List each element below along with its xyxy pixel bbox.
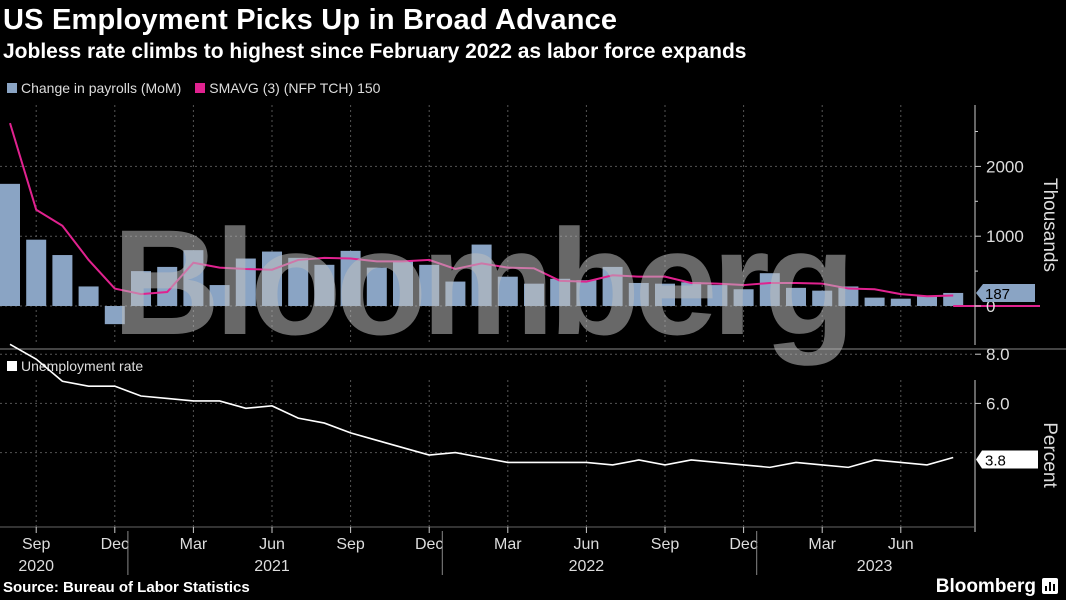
legend-item-sma: SMAVG (3) (NFP TCH) 150 (195, 80, 380, 96)
top-ytick-label: 2000 (986, 157, 1024, 176)
payroll-bar (576, 280, 597, 306)
bottom-legend: Unemployment rate (7, 358, 143, 374)
payroll-bar (209, 285, 230, 306)
legend-label-rate: Unemployment rate (21, 358, 144, 374)
payroll-bar (131, 271, 151, 306)
payroll-bar (104, 306, 125, 325)
legend-label-sma: SMAVG (3) (NFP TCH) 150 (209, 80, 381, 96)
payroll-bar (864, 297, 885, 306)
payroll-bar (759, 273, 780, 306)
payroll-bar (733, 289, 754, 306)
payroll-bar (497, 276, 518, 306)
payroll-bar (393, 260, 413, 306)
payroll-bar (340, 250, 361, 306)
chart-subtitle: Jobless rate climbs to highest since Feb… (3, 40, 747, 63)
sma-swatch (195, 83, 206, 93)
payroll-bar (26, 239, 47, 306)
payroll-bar (183, 250, 204, 306)
source-note: Source: Bureau of Labor Statistics (3, 579, 250, 596)
x-tick-label: Mar (180, 536, 208, 553)
payroll-bar (419, 264, 440, 306)
payroll-bar (52, 255, 73, 306)
x-tick-label: Dec (101, 536, 129, 553)
x-tick-label: Dec (415, 536, 443, 553)
x-year-label: 2023 (857, 558, 893, 575)
payroll-bar (262, 251, 282, 306)
bottom-y-axis-title: Percent (1039, 422, 1060, 488)
rate-swatch (7, 361, 17, 371)
x-year-label: 2020 (18, 558, 54, 575)
top-legend: Change in payrolls (MoM) SMAVG (3) (NFP … (7, 80, 394, 96)
payroll-bar (550, 278, 571, 306)
payrolls-swatch (7, 83, 17, 93)
payroll-bar (917, 295, 937, 306)
rate-last-value: 3.8 (985, 453, 1006, 470)
payroll-bar (78, 286, 99, 306)
x-tick-label: Sep (651, 536, 680, 553)
payroll-bar (655, 283, 675, 306)
x-tick-label: Jun (574, 536, 600, 553)
payroll-bar (524, 283, 544, 306)
payroll-bar (681, 282, 702, 306)
x-tick-label: Mar (808, 536, 836, 553)
payroll-bar (890, 298, 911, 306)
payroll-bar (314, 264, 335, 306)
payroll-bar (445, 281, 466, 306)
bar-chart-icon (1042, 578, 1058, 594)
bottom-ytick-label: 6.0 (986, 394, 1010, 413)
payroll-bar (838, 286, 859, 306)
top-ytick-label: 0 (986, 297, 995, 316)
unemployment-line (9, 343, 954, 469)
top-y-axis-title: Thousands (1039, 178, 1060, 272)
x-tick-label: Sep (336, 536, 365, 553)
bottom-ytick-label: 8.0 (986, 345, 1010, 364)
payroll-bar (235, 258, 256, 306)
payroll-bar (366, 267, 387, 306)
brand-logo: Bloomberg (935, 576, 1036, 597)
payroll-bar (471, 244, 492, 306)
payroll-bar (707, 285, 728, 306)
payroll-bar (0, 183, 20, 306)
top-ytick-label: 1000 (986, 227, 1024, 246)
sma-line (9, 122, 954, 298)
x-tick-label: Jun (259, 536, 285, 553)
chart-title: US Employment Picks Up in Broad Advance (3, 4, 618, 36)
x-tick-label: Sep (22, 536, 51, 553)
x-tick-label: Jun (888, 536, 914, 553)
payroll-bar (786, 287, 806, 306)
legend-label-payrolls: Change in payrolls (MoM) (21, 80, 182, 96)
payroll-bar (288, 257, 309, 306)
payroll-last-value: 187 (985, 286, 1010, 303)
x-tick-label: Mar (494, 536, 522, 553)
legend-item-payrolls: Change in payrolls (MoM) (7, 80, 181, 96)
x-year-label: 2022 (569, 558, 605, 575)
x-tick-label: Dec (729, 536, 757, 553)
payroll-bar (157, 266, 178, 306)
payroll-last-value-box (976, 283, 1035, 302)
payroll-bar (628, 282, 649, 306)
x-year-label: 2021 (254, 558, 290, 575)
payroll-bar (602, 266, 623, 306)
payroll-bar (812, 290, 833, 306)
rate-last-value-box (976, 450, 1038, 469)
